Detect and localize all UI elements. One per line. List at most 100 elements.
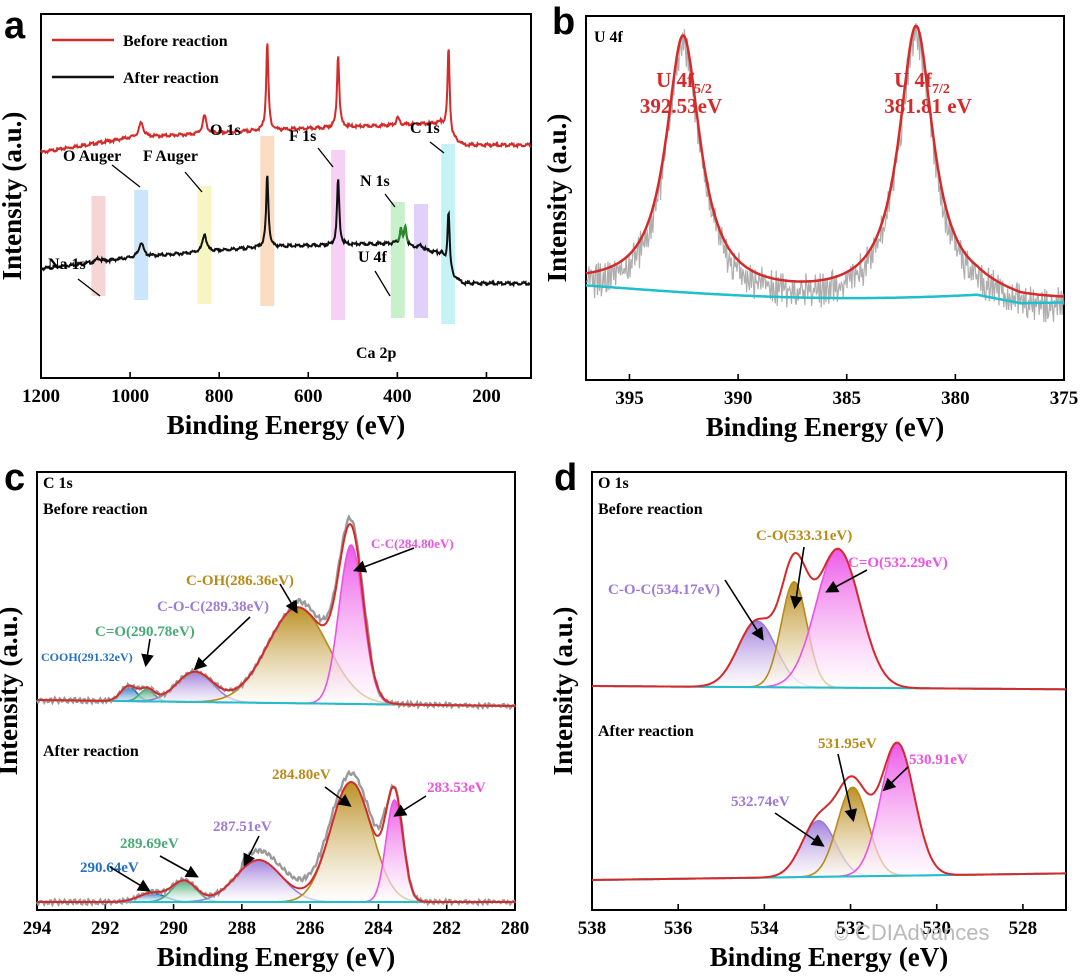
panel-c-frame [36, 471, 516, 911]
panel-d-fit-series [592, 547, 1066, 691]
component-label: 287.51eV [213, 819, 272, 835]
component-arrow [243, 835, 260, 867]
panel-a-highlight-band [413, 204, 428, 318]
panel-d-tick-label: 528 [1009, 918, 1038, 939]
peak-label-arrow [77, 278, 101, 297]
panel-b-y-axis-title: Intensity (a.u.) [542, 114, 572, 283]
background-series [586, 284, 1064, 305]
panel-d-letter: d [554, 457, 577, 499]
peak-value-label: 392.53eV [640, 94, 722, 118]
peak-label-o-auger: O Auger [63, 148, 121, 165]
u4f-series-segment [396, 223, 410, 242]
panel-a-letter: a [4, 5, 26, 47]
peak-label-arrow [374, 270, 391, 297]
panel-a-tick-label: 400 [383, 386, 412, 407]
peak-label-f-1s: F 1s [289, 128, 316, 145]
panel-c-c1s: 294 292 290 288 286 284 282 280 Binding Energy (… [0, 457, 529, 972]
before-reaction-series [40, 43, 532, 155]
legend-label: Before reaction [123, 33, 228, 50]
panel-b-tick-label: 380 [941, 388, 970, 409]
peak-label-n-1s: N 1s [360, 173, 390, 190]
panel-d-o1s: 538 536 534 532 530 528 Binding Energy (eV) Int… [548, 457, 1067, 972]
component-label: 289.69eV [120, 836, 179, 852]
peak-label-u4f-7-2: U 4f7/2 [894, 68, 950, 97]
panel-b-tick-label: 385 [832, 388, 861, 409]
peak-label-na-1s: Na 1s [48, 256, 86, 273]
legend-label: After reaction [123, 70, 219, 87]
panel-c-tick-label: 290 [159, 918, 188, 939]
panel-b-x-axis-title: Binding Energy (eV) [706, 412, 945, 442]
component-label: C-O(533.31eV) [756, 528, 852, 544]
panel-d-tick-label: 538 [578, 918, 607, 939]
peak-label-f-auger: F Auger [143, 148, 198, 165]
panel-d-y-axis-title: Intensity (a.u.) [548, 607, 578, 776]
panel-a-highlight-band [390, 202, 405, 318]
panel-b-tick-label: 395 [615, 388, 644, 409]
panel-c-x-axis-title: Binding Energy (eV) [157, 942, 396, 972]
panel-c-title: C 1s [43, 475, 73, 492]
panel-b-letter: b [552, 1, 575, 43]
component-label: C-O-C(534.17eV) [608, 582, 720, 598]
panel-d-tick-label: 530 [922, 918, 951, 939]
panel-b-frame [585, 15, 1065, 381]
component-peak-532.29 [592, 548, 1066, 691]
panel-a-survey: 1200 1000 800 600 400 200 Binding Energy (eV) I… [0, 5, 532, 440]
component-arrow [724, 579, 764, 641]
component-arrow [837, 753, 858, 823]
panel-c-section-title: After reaction [43, 743, 139, 760]
component-label: C-C(284.80eV) [371, 536, 454, 551]
component-label: 532.74eV [731, 794, 790, 810]
peak-value-label: 381.81 eV [884, 94, 972, 118]
panel-c-tick-label: 292 [91, 918, 120, 939]
panel-c-fit-series [37, 522, 515, 707]
fit-series [585, 24, 1064, 298]
panel-d-tick-label: 534 [750, 918, 779, 939]
panel-d-frame [591, 471, 1067, 911]
component-arrow [279, 583, 298, 614]
panel-c-tick-label: 284 [364, 918, 393, 939]
component-label: 283.53eV [427, 780, 486, 796]
panel-a-frame [40, 13, 532, 379]
panel-d-fit-series [592, 741, 1066, 881]
component-label: C-OH(286.36eV) [186, 573, 294, 589]
panel-d-title: O 1s [598, 475, 629, 492]
component-arrow [353, 547, 415, 573]
peak-label-arrow [111, 164, 141, 188]
panel-c-tick-label: 288 [228, 918, 257, 939]
panel-a-highlight-band [197, 186, 212, 304]
component-label: 284.80eV [272, 767, 331, 783]
panel-c-tick-label: 280 [501, 918, 530, 939]
panel-a-highlight-band [91, 196, 106, 296]
panel-d-section-title: Before reaction [598, 501, 703, 518]
peak-label-sub: 5/2 [694, 82, 712, 97]
component-arrow [774, 812, 825, 847]
panel-b-tick-label: 390 [724, 388, 753, 409]
after-reaction-series [40, 175, 532, 288]
peak-label-sub: 7/2 [932, 82, 950, 97]
component-arrow [790, 546, 805, 610]
component-label: 530.91eV [909, 752, 968, 768]
component-label: C-O-C(289.38eV) [157, 599, 269, 615]
peak-label-c-1s: C 1s [410, 120, 440, 137]
component-label: 290.64eV [80, 860, 139, 876]
panel-d-section-title: After reaction [598, 723, 694, 740]
peak-label-arrow [317, 147, 334, 168]
component-arrow [393, 795, 427, 817]
panel-a-tick-label: 200 [472, 386, 501, 407]
peak-label-arrow [429, 141, 445, 154]
component-arrow [825, 569, 868, 593]
component-arrow [141, 638, 154, 668]
peak-label-main: U 4f [656, 68, 695, 92]
component-arrow [882, 766, 909, 792]
panel-c-tick-label: 282 [432, 918, 461, 939]
component-label: COOH(291.32eV) [41, 650, 133, 664]
panel-a-y-axis-title: Intensity (a.u.) [0, 112, 27, 281]
panel-c-tick-label: 286 [296, 918, 325, 939]
panel-a-tick-label: 600 [294, 386, 323, 407]
panel-b-title: U 4f [594, 29, 624, 46]
panel-a-x-axis-title: Binding Energy (eV) [167, 410, 406, 440]
peak-label-u4f-5-2: U 4f5/2 [656, 68, 712, 97]
component-label: C=O(290.78eV) [95, 624, 195, 640]
peak-label-arrow [184, 171, 203, 193]
peak-label-o-1s: O 1s [210, 122, 241, 139]
